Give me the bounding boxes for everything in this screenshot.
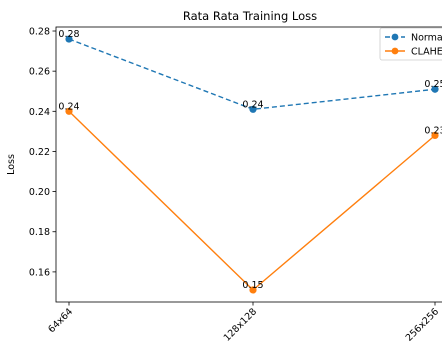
y-tick-label: 0.28 [29, 27, 50, 38]
y-axis-label: Loss [6, 154, 17, 175]
data-label: 0.24 [242, 99, 263, 110]
data-label: 0.15 [242, 280, 263, 291]
y-tick-label: 0.18 [29, 227, 50, 238]
legend: Normal CLAHE [379, 27, 442, 61]
series-line [68, 110, 436, 291]
plot-border [55, 26, 442, 303]
y-tick-label: 0.24 [29, 107, 50, 118]
data-point [249, 105, 257, 113]
y-tick-label: 0.26 [29, 67, 50, 78]
data-label: 0.25 [424, 79, 442, 90]
data-point [431, 85, 439, 93]
data-point [65, 35, 73, 43]
y-axis-ticks: 0.16 0.18 0.20 0.22 0.24 0.26 0.28 [29, 27, 56, 278]
series-normal: 0.28 0.24 0.25 [58, 29, 442, 113]
data-label: 0.24 [58, 101, 79, 112]
x-tick-label: 256x256 [404, 306, 441, 343]
legend-label: Normal [411, 33, 442, 44]
legend-item-clahe: CLAHE [385, 47, 442, 58]
legend-marker [391, 33, 399, 41]
x-axis-ticks: 64x64 128x128 256x256 [46, 302, 441, 344]
data-label: 0.28 [58, 29, 79, 40]
data-point [431, 131, 439, 139]
data-label: 0.23 [424, 125, 442, 136]
chart-title: Rata Rata Training Loss [183, 9, 317, 23]
data-point [65, 107, 73, 115]
data-point [249, 286, 257, 294]
legend-item-normal: Normal [385, 33, 442, 44]
y-tick-label: 0.22 [29, 147, 50, 158]
legend-marker [391, 47, 399, 55]
x-tick-label: 128x128 [222, 306, 259, 343]
plot-frame [55, 26, 442, 303]
x-tick-label: 64x64 [46, 306, 75, 335]
series-clahe: 0.24 0.15 0.23 [58, 101, 442, 294]
y-tick-label: 0.20 [29, 187, 50, 198]
series-layer: 0.28 0.24 0.25 0.24 0.15 0.23 [58, 29, 442, 294]
legend-label: CLAHE [411, 47, 442, 58]
y-tick-label: 0.16 [29, 267, 50, 278]
